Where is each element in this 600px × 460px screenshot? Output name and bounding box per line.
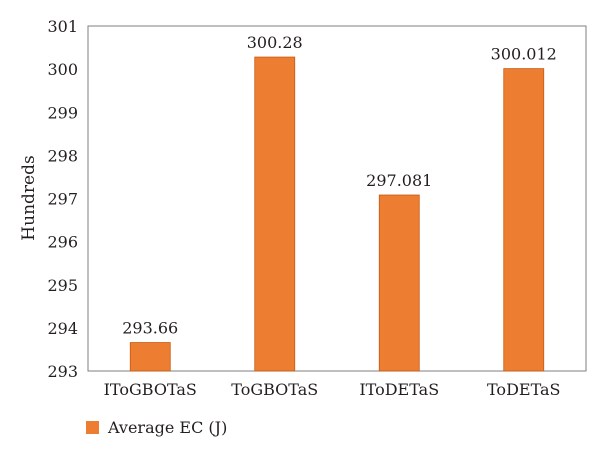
bar-value-label: 300.28	[247, 33, 303, 52]
bar	[254, 56, 296, 372]
x-category-label: IToDETaS	[359, 380, 439, 399]
y-tick-label: 296	[47, 233, 78, 252]
y-tick-label: 295	[47, 276, 78, 295]
y-tick-label: 294	[47, 319, 78, 338]
legend-label: Average EC (J)	[107, 418, 227, 437]
bar-value-label: 293.66	[122, 319, 178, 338]
y-tick-label: 297	[47, 190, 78, 209]
x-category-label: IToGBOTaS	[104, 380, 197, 399]
data-labels: 293.66 300.28 297.081 300.012	[122, 33, 557, 337]
plot-frame	[87, 25, 587, 372]
x-category-label: ToGBOTaS	[231, 380, 318, 399]
bar-value-label: 297.081	[366, 171, 432, 190]
y-tick-label: 299	[47, 103, 78, 122]
bars	[129, 56, 545, 372]
bar	[378, 194, 420, 372]
y-tick-label: 301	[47, 17, 78, 36]
y-tick-label: 293	[47, 362, 78, 381]
x-category-label: ToDETaS	[487, 380, 561, 399]
y-axis-title: Hundreds	[19, 155, 39, 240]
y-tick-label: 300	[47, 60, 78, 79]
legend: Average EC (J)	[86, 418, 227, 437]
legend-swatch	[86, 421, 99, 434]
y-tick-label: 298	[47, 146, 78, 165]
x-axis-labels: IToGBOTaS ToGBOTaS IToDETaS ToDETaS	[104, 380, 561, 399]
bar	[503, 68, 545, 372]
bar	[129, 342, 171, 372]
bar-value-label: 300.012	[491, 45, 557, 64]
y-axis-ticks: 293 294 295 296 297 298 299 300 301	[47, 17, 78, 381]
